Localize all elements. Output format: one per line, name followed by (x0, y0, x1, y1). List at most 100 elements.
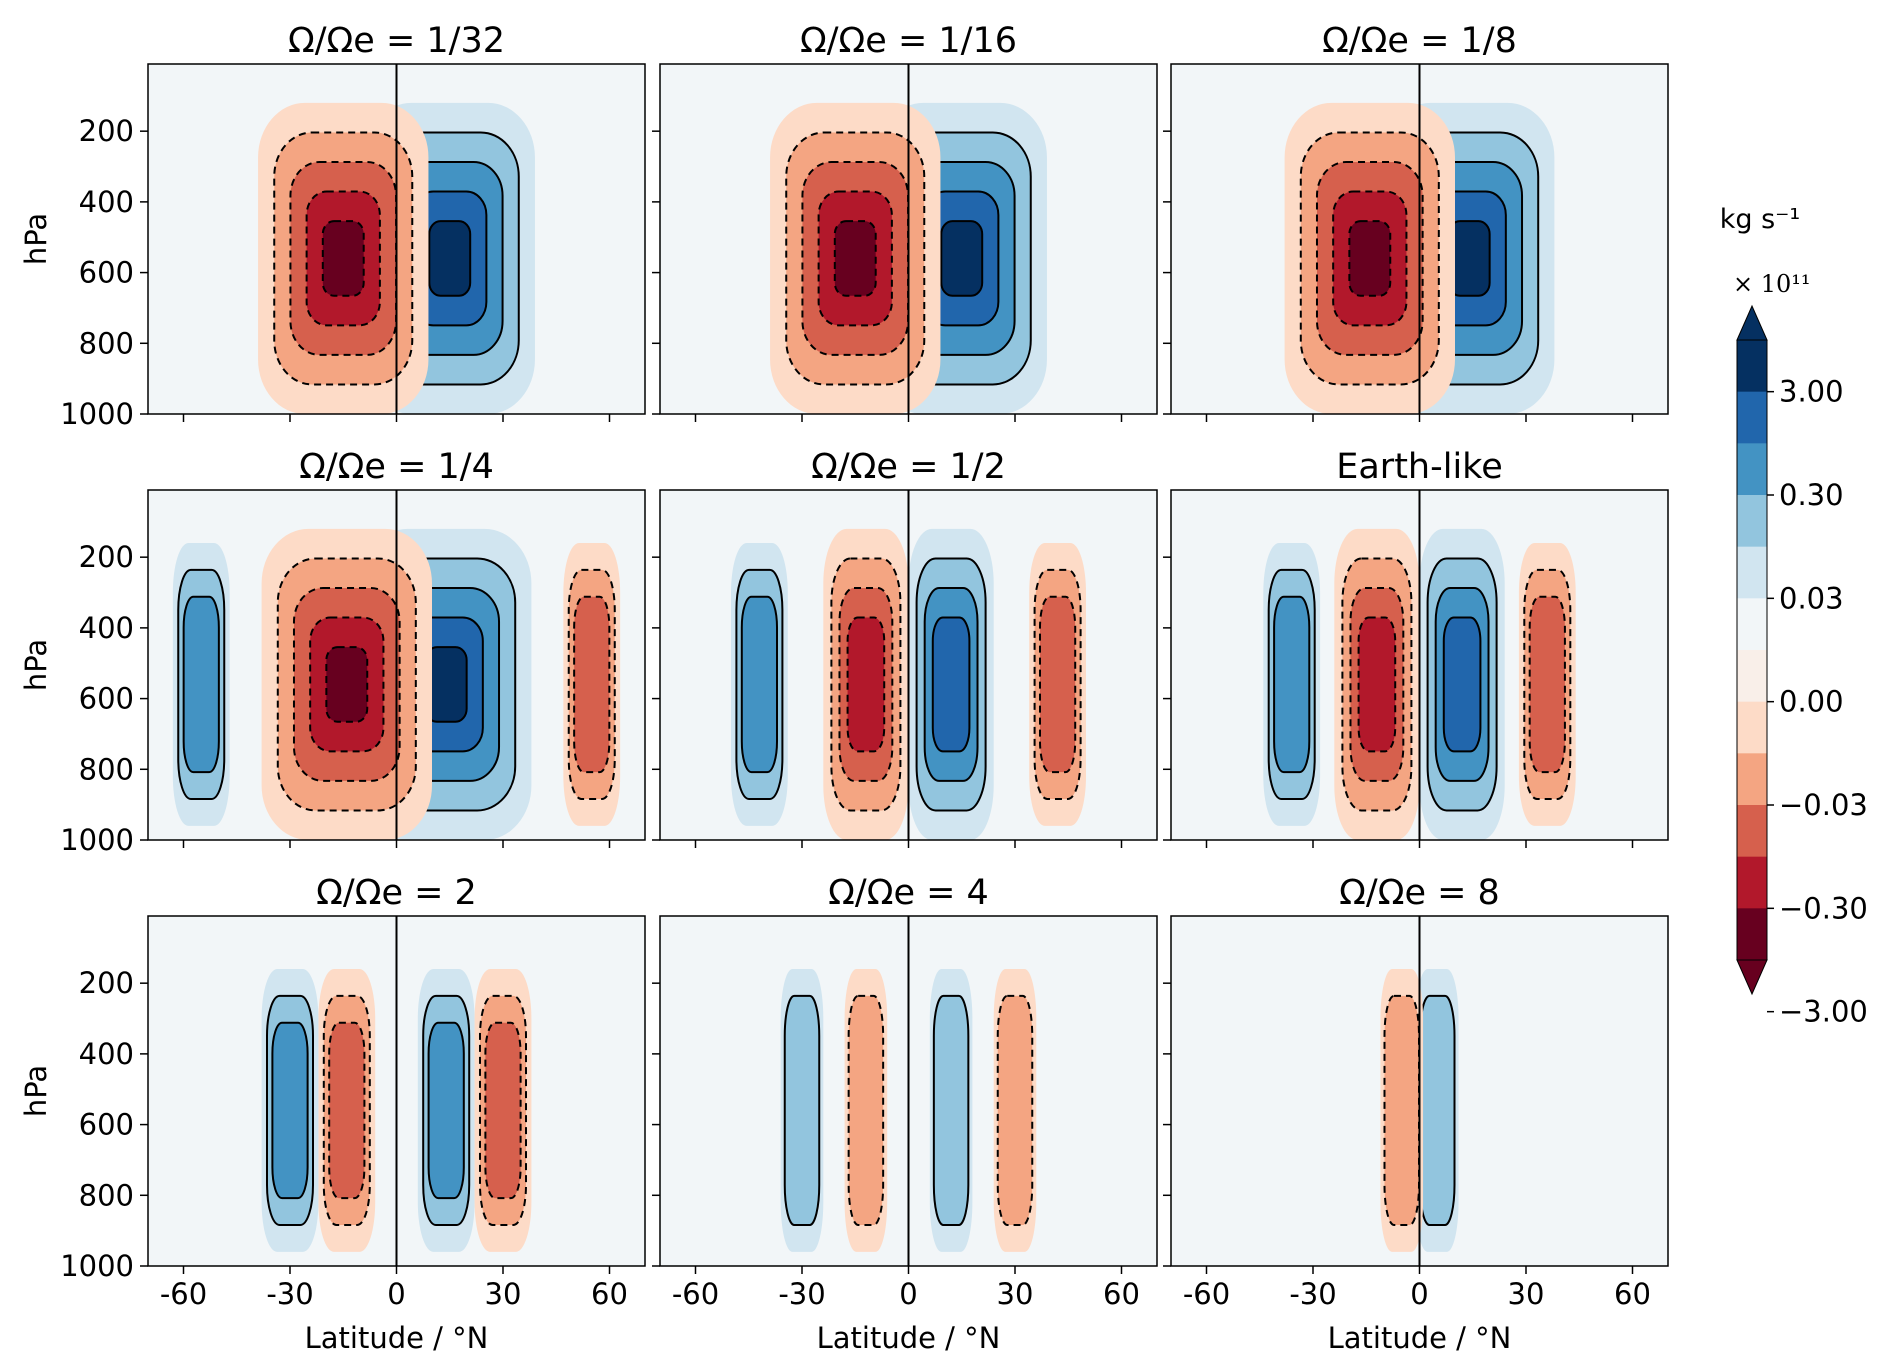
y-tick-label: 1000 (60, 823, 134, 857)
streamfunction-cell-1-level-5 (428, 220, 472, 297)
y-tick-label: 800 (79, 1178, 134, 1212)
y-tick-label: 400 (79, 1037, 134, 1071)
streamfunction-cell-2-level-4 (846, 616, 886, 753)
streamfunction-cell-2-level-2 (847, 994, 885, 1226)
colorbar-swatch (1737, 443, 1767, 496)
streamfunction-cell-3-level-3 (1528, 595, 1566, 774)
y-tick-label: 600 (79, 1108, 134, 1142)
panel-title: Ω/Ωe = 1/8 (1322, 21, 1517, 61)
streamfunction-cell-4-level-3 (271, 1021, 309, 1200)
y-axis-label: hPa (19, 639, 53, 691)
colorbar-swatch (1737, 598, 1767, 651)
y-tick-label: 1000 (60, 397, 134, 431)
x-tick-label: -30 (1289, 1277, 1336, 1311)
streamfunction-cell-3-level-2 (996, 994, 1034, 1226)
panel-title: Ω/Ωe = 8 (1339, 873, 1500, 913)
x-tick-label: 30 (1508, 1277, 1545, 1311)
colorbar-tick-label: 0.30 (1779, 478, 1844, 512)
colorbar-swatch (1737, 805, 1767, 858)
panel-title: Ω/Ωe = 1/2 (811, 447, 1006, 487)
streamfunction-cell-2-level-5 (325, 646, 369, 723)
panel-title: Ω/Ωe = 2 (316, 873, 477, 913)
colorbar-swatch (1737, 546, 1767, 599)
x-tick-label: 0 (1410, 1277, 1428, 1311)
y-tick-label: 400 (79, 611, 134, 645)
panel-9: Ω/Ωe = 8 -60 -30 0 30 60 Latitude / °N (1163, 873, 1669, 1355)
colorbar-tick-label: −0.30 (1779, 891, 1868, 925)
x-axis-label: Latitude / °N (1328, 1321, 1512, 1355)
panel-1: Ω/Ωe = 1/32 200 400 600 800 1000 hPa (19, 21, 646, 431)
streamfunction-cell-3-level-3 (484, 1021, 522, 1200)
panel-title: Ω/Ωe = 4 (828, 873, 989, 913)
x-axis-label: Latitude / °N (817, 1321, 1001, 1355)
y-tick-label: 1000 (60, 1249, 134, 1283)
y-tick-label: 600 (79, 256, 134, 290)
colorbar-tick-label: 0.03 (1779, 581, 1844, 615)
panel-4: Ω/Ωe = 1/4 200 400 600 800 1000 hPa (19, 447, 646, 857)
x-tick-label: -60 (160, 1277, 207, 1311)
y-tick-label: 800 (79, 752, 134, 786)
panel-5: Ω/Ωe = 1/2 (652, 447, 1158, 848)
panel-title: Ω/Ωe = 1/4 (299, 447, 494, 487)
x-tick-label: -60 (1183, 1277, 1230, 1311)
colorbar-multiplier-label: × 10¹¹ (1733, 270, 1811, 298)
colorbar-extend-max (1736, 304, 1768, 341)
x-tick-label: 0 (899, 1277, 917, 1311)
y-axis-label: hPa (19, 213, 53, 265)
streamfunction-cell-2-level-5 (1348, 220, 1392, 297)
x-tick-label: 30 (997, 1277, 1034, 1311)
x-tick-label: 0 (387, 1277, 405, 1311)
streamfunction-cell-4-level-2 (783, 994, 821, 1226)
x-tick-label: -30 (266, 1277, 313, 1311)
streamfunction-cell-2-level-5 (833, 220, 877, 297)
panel-8: Ω/Ωe = 4 -60 -30 0 30 60 Latitude / °N (652, 873, 1158, 1355)
streamfunction-cell-1-level-2 (932, 994, 970, 1226)
x-axis-label: Latitude / °N (305, 1321, 489, 1355)
y-tick-label: 200 (79, 966, 134, 1000)
streamfunction-cell-2-level-3 (328, 1021, 366, 1200)
colorbar-swatch (1737, 856, 1767, 909)
y-tick-label: 600 (79, 682, 134, 716)
colorbar-swatch (1737, 495, 1767, 548)
streamfunction-cell-1-level-4 (931, 616, 971, 753)
panel-2: Ω/Ωe = 1/16 (652, 21, 1158, 422)
colorbar-swatch (1737, 701, 1767, 754)
streamfunction-cell-1-level-5 (940, 220, 984, 297)
colorbar-swatch (1737, 650, 1767, 703)
colorbar-extend-min (1736, 959, 1768, 996)
colorbar-tick-label: 3.00 (1779, 375, 1844, 409)
y-tick-label: 200 (79, 114, 134, 148)
colorbar-tick-label: 0.00 (1779, 685, 1844, 719)
panel-6: Earth-like (1163, 447, 1669, 848)
streamfunction-cell-2-level-5 (321, 220, 365, 297)
panel-title: Ω/Ωe = 1/32 (288, 21, 505, 61)
panel-3: Ω/Ωe = 1/8 (1163, 21, 1669, 422)
y-tick-label: 800 (79, 326, 134, 360)
panel-7: Ω/Ωe = 2 200 400 600 800 1000 -60 -30 0 30 60 hPa La… (19, 873, 646, 1355)
streamfunction-cell-2-level-2 (1383, 994, 1421, 1226)
streamfunction-cell-2-level-4 (1357, 616, 1397, 753)
colorbar-tick-label: −3.00 (1779, 995, 1868, 1029)
y-tick-label: 200 (79, 540, 134, 574)
streamfunction-cell-3-level-3 (1038, 595, 1077, 774)
colorbar-swatch (1737, 753, 1767, 806)
x-tick-label: 60 (591, 1277, 628, 1311)
y-axis-label: hPa (19, 1065, 53, 1117)
colorbar-swatch (1737, 908, 1767, 961)
x-tick-label: -60 (672, 1277, 719, 1311)
colorbar-swatch (1737, 340, 1767, 393)
panel-title: Earth-like (1336, 447, 1503, 487)
colorbar-tick-label: −0.03 (1779, 788, 1868, 822)
streamfunction-cell-1-level-4 (1442, 616, 1482, 753)
x-tick-label: -30 (778, 1277, 825, 1311)
x-tick-label: 60 (1103, 1277, 1140, 1311)
streamfunction-cell-3-level-3 (573, 595, 611, 774)
colorbar: 3.00 0.30 0.03 0.00 −0.03 −0.30 −3.00 kg s⁻¹ × 1… (1720, 204, 1868, 1029)
x-tick-label: 30 (485, 1277, 522, 1311)
streamfunction-cell-4-level-3 (1273, 595, 1311, 774)
streamfunction-cell-4-level-3 (740, 595, 779, 774)
streamfunction-cell-1-level-3 (427, 1021, 465, 1200)
streamfunction-cell-4-level-3 (182, 595, 220, 774)
